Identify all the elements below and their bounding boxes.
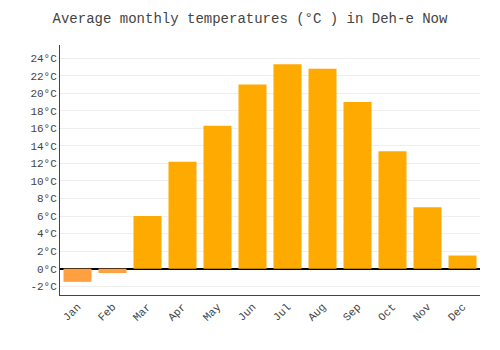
- svg-text:Jun: Jun: [236, 301, 258, 323]
- svg-text:Feb: Feb: [96, 301, 118, 323]
- svg-text:Oct: Oct: [376, 301, 398, 323]
- svg-text:20°C: 20°C: [30, 88, 57, 100]
- svg-text:May: May: [201, 301, 224, 324]
- svg-text:Jan: Jan: [61, 301, 83, 323]
- svg-text:Apr: Apr: [166, 301, 188, 323]
- svg-text:2°C: 2°C: [37, 246, 57, 258]
- svg-text:Average monthly temperatures (: Average monthly temperatures (°C ) in De…: [53, 11, 448, 27]
- svg-text:0°C: 0°C: [37, 264, 57, 276]
- svg-text:Mar: Mar: [131, 301, 153, 323]
- svg-text:8°C: 8°C: [37, 193, 57, 205]
- svg-text:Dec: Dec: [446, 301, 468, 323]
- svg-text:22°C: 22°C: [30, 71, 57, 83]
- svg-text:14°C: 14°C: [30, 141, 57, 153]
- svg-text:18°C: 18°C: [30, 106, 57, 118]
- svg-text:10°C: 10°C: [30, 176, 57, 188]
- svg-text:Jul: Jul: [271, 301, 293, 323]
- svg-text:12°C: 12°C: [30, 158, 57, 170]
- svg-text:4°C: 4°C: [37, 228, 57, 240]
- svg-text:6°C: 6°C: [37, 211, 57, 223]
- svg-text:24°C: 24°C: [30, 53, 57, 65]
- svg-text:16°C: 16°C: [30, 123, 57, 135]
- svg-text:Aug: Aug: [306, 301, 328, 323]
- svg-text:Nov: Nov: [411, 301, 434, 324]
- svg-text:-2°C: -2°C: [30, 281, 57, 293]
- svg-text:Sep: Sep: [341, 301, 363, 323]
